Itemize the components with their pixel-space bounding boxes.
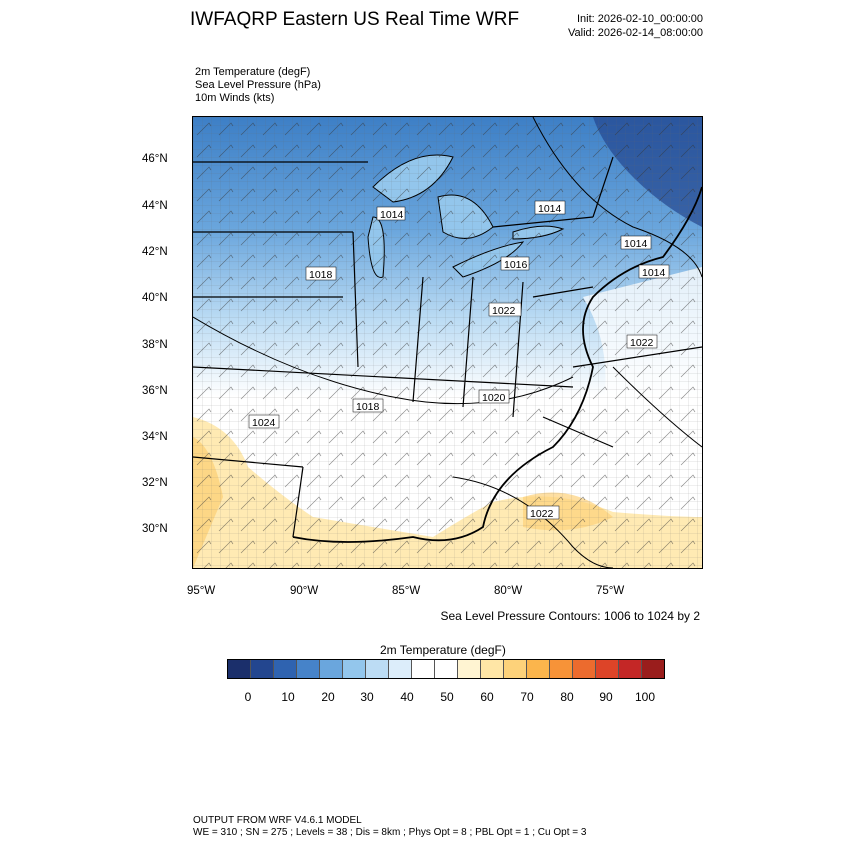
- pressure-label: 1014: [624, 238, 648, 250]
- pressure-contours: [193, 117, 702, 568]
- state-borders: [193, 156, 702, 538]
- colorbar-label: 0: [244, 690, 252, 704]
- colorbar-cell: [458, 660, 481, 678]
- colorbar-cell: [343, 660, 366, 678]
- field-temperature: 2m Temperature (degF): [195, 66, 311, 78]
- lat-label: 46°N: [142, 153, 168, 165]
- colorbar-cell: [320, 660, 343, 678]
- pressure-label-box: [626, 334, 658, 349]
- lat-label: 44°N: [142, 200, 168, 212]
- colorbar-cell: [251, 660, 274, 678]
- pressure-label: 1022: [630, 337, 654, 349]
- colorbar-label: 60: [480, 690, 494, 704]
- pressure-label: 1018: [309, 269, 333, 281]
- colorbar-cell: [297, 660, 320, 678]
- colorbar-cell: [412, 660, 435, 678]
- pressure-label: 1022: [530, 508, 554, 520]
- pressure-label: 1014: [642, 267, 666, 279]
- field-pressure: Sea Level Pressure (hPa): [195, 79, 321, 91]
- lon-label: 75°W: [596, 585, 625, 597]
- colorbar-label: 50: [440, 690, 454, 704]
- colorbar-label: 80: [560, 690, 574, 704]
- coastline: [292, 186, 702, 543]
- colorbar-label: 20: [321, 690, 335, 704]
- colorbar-cell: [573, 660, 596, 678]
- colorbar-label: 30: [360, 690, 374, 704]
- map-svg: 1014 1014 1018 1016 1014 1014 1022 1022 …: [193, 117, 702, 568]
- pressure-label-box: [638, 264, 670, 279]
- pressure-label: 1014: [538, 203, 562, 215]
- pressure-labels: 1014 1014 1018 1016 1014 1014 1022 1022 …: [248, 200, 670, 520]
- valid-time: Valid: 2026-02-14_08:00:00: [568, 27, 703, 39]
- pressure-label-box: [500, 256, 530, 271]
- colorbar-cell: [228, 660, 251, 678]
- pressure-label-box: [248, 414, 280, 429]
- colorbar-cell: [435, 660, 458, 678]
- init-time: Init: 2026-02-10_00:00:00: [577, 13, 703, 25]
- lon-label: 85°W: [392, 585, 421, 597]
- lon-label: 90°W: [290, 585, 319, 597]
- pressure-label-box: [620, 235, 652, 250]
- colorbar-label: 70: [520, 690, 534, 704]
- pressure-label-box: [376, 206, 406, 221]
- pressure-label-box: [478, 389, 510, 404]
- colorbar-cell: [274, 660, 297, 678]
- colorbar-cell: [619, 660, 642, 678]
- colorbar: [227, 659, 665, 679]
- colorbar-cell: [642, 660, 664, 678]
- lon-label: 80°W: [494, 585, 523, 597]
- lat-label: 42°N: [142, 246, 168, 258]
- colorbar-cell: [596, 660, 619, 678]
- colorbar-label: 10: [281, 690, 295, 704]
- field-winds: 10m Winds (kts): [195, 92, 275, 104]
- colorbar-cell: [389, 660, 412, 678]
- pressure-label: 1022: [492, 305, 516, 317]
- colorbar-cell: [504, 660, 527, 678]
- pressure-label-box: [526, 505, 560, 520]
- colorbar-title: 2m Temperature (degF): [380, 643, 506, 657]
- lat-label: 32°N: [142, 477, 168, 489]
- footer-model: OUTPUT FROM WRF V4.6.1 MODEL: [193, 815, 362, 826]
- lat-label: 36°N: [142, 385, 168, 397]
- pressure-label-box: [352, 398, 384, 413]
- colorbar-label: 90: [599, 690, 613, 704]
- colorbar-cell: [527, 660, 550, 678]
- lon-label: 95°W: [187, 585, 216, 597]
- footer-config: WE = 310 ; SN = 275 ; Levels = 38 ; Dis …: [193, 827, 587, 838]
- colorbar-label: 100: [634, 690, 656, 704]
- wind-barbs: [193, 117, 702, 568]
- lat-label: 30°N: [142, 523, 168, 535]
- pressure-label: 1020: [482, 392, 506, 404]
- lat-label: 38°N: [142, 339, 168, 351]
- colorbar-cell: [366, 660, 389, 678]
- colorbar-cell: [481, 660, 504, 678]
- lat-label: 34°N: [142, 431, 168, 443]
- pressure-label: 1016: [504, 259, 528, 271]
- pressure-label: 1014: [380, 209, 404, 221]
- pressure-label-box: [488, 302, 522, 317]
- pressure-label: 1024: [252, 417, 276, 429]
- pressure-label-box: [305, 266, 337, 281]
- weather-map: 1014 1014 1018 1016 1014 1014 1022 1022 …: [192, 116, 703, 569]
- pressure-contour-note: Sea Level Pressure Contours: 1006 to 102…: [440, 609, 701, 623]
- pressure-label-box: [534, 200, 566, 215]
- lat-label: 40°N: [142, 292, 168, 304]
- colorbar-label: 40: [400, 690, 414, 704]
- pressure-label: 1018: [356, 401, 380, 413]
- chart-title: IWFAQRP Eastern US Real Time WRF: [190, 9, 520, 30]
- colorbar-cell: [550, 660, 573, 678]
